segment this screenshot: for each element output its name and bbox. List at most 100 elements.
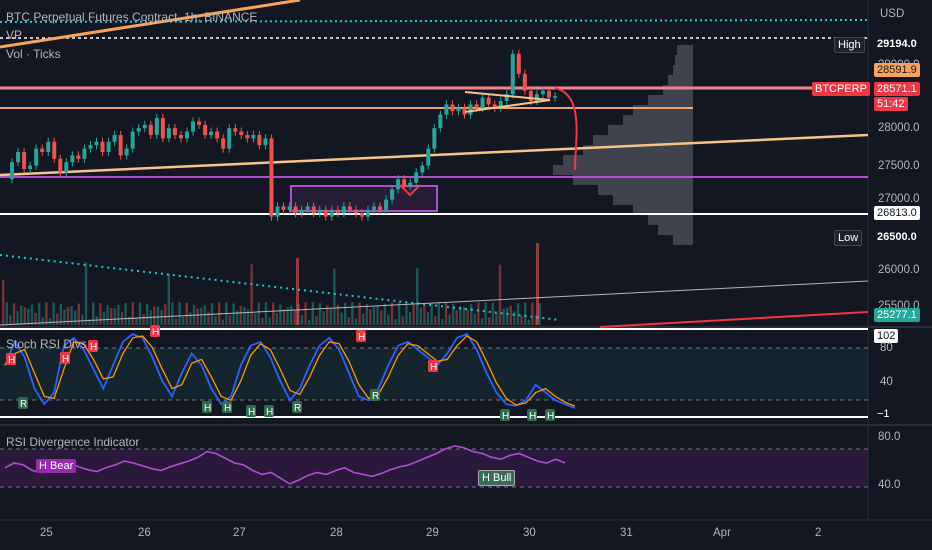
candle-body (94, 141, 99, 146)
vp-legend[interactable]: VP (6, 28, 23, 42)
low-label: Low (834, 230, 863, 246)
candle-body (408, 182, 413, 186)
volume-bar (333, 268, 336, 325)
volume-bar (102, 311, 106, 325)
volume-bar (268, 317, 271, 325)
candle-body (64, 162, 69, 173)
volume-bar (326, 305, 329, 325)
rsi-line (4, 445, 566, 485)
volume-bar (228, 314, 232, 325)
candle-body (516, 53, 521, 74)
volume-bar (178, 302, 181, 325)
volume-bar (315, 315, 318, 325)
h-bull-badge-text: H (248, 407, 255, 418)
h-bull-badge (292, 401, 302, 413)
high-value: 29194.0 (874, 37, 920, 51)
stoch-tick: 80 (880, 342, 893, 354)
volume-bar (351, 302, 354, 325)
volume-legend[interactable]: Vol · Ticks (6, 47, 61, 61)
trend-line (0, 0, 301, 49)
volume-bar (536, 243, 539, 325)
symbol-tag: BTCPERP (812, 82, 870, 96)
volume-bar (516, 303, 520, 325)
volume-bar (502, 308, 505, 325)
candle-body (378, 206, 383, 210)
time-label: 30 (523, 527, 536, 539)
h-bull-badge-text: H (529, 411, 536, 422)
volume-bar (66, 306, 70, 325)
candle-body (215, 131, 220, 139)
candle-body (462, 107, 467, 115)
time-label: 27 (233, 527, 246, 539)
stoch-bottom-tag: −1 (874, 407, 893, 421)
candle-body (293, 206, 298, 214)
volume-bar (308, 319, 311, 325)
candle-body (184, 131, 189, 139)
h-bear-badge-text: H (90, 342, 97, 353)
volume-bar (254, 313, 257, 325)
price-tick: 27500.0 (878, 160, 920, 172)
volume-bar (164, 303, 167, 325)
volume-bar (484, 302, 487, 325)
volume-bar (81, 314, 84, 325)
volume-bar (246, 309, 250, 325)
volume-bar (369, 309, 372, 325)
trend-line (599, 311, 869, 328)
volume-bar (477, 302, 480, 325)
rsi-div-title[interactable]: RSI Divergence Indicator (6, 435, 140, 449)
volume-profile-bar (648, 95, 693, 105)
candle-body (372, 206, 377, 210)
volume-bar (250, 264, 253, 325)
volume-profile-bar (583, 145, 693, 155)
volume-bar (394, 319, 397, 325)
stoch-title[interactable]: Stoch RSI Divs (6, 337, 87, 351)
h-bear-badge (150, 325, 160, 337)
candle-body (341, 206, 346, 214)
candle-body (118, 135, 123, 156)
candle-body (154, 118, 159, 135)
volume-bar (372, 306, 376, 325)
h-bear-badge-text: H (8, 355, 15, 366)
volume-bar (329, 307, 332, 325)
candle-body (40, 148, 45, 152)
time-label: 25 (40, 527, 53, 539)
volume-bar (9, 315, 12, 325)
h-bull-badge (222, 401, 232, 413)
volume-bar (455, 310, 458, 325)
volume-profile-bar (593, 135, 693, 145)
h-bear-badge-text: H (152, 327, 159, 338)
volume-bar (84, 262, 88, 325)
volume-bar (365, 304, 368, 325)
stoch-k-line (4, 332, 576, 409)
volume-bar (106, 305, 109, 325)
candle-body (287, 206, 292, 210)
volume-bar (473, 313, 476, 325)
candle-body (136, 128, 141, 132)
candle-body (553, 96, 557, 98)
h-bull-badge-text: H (204, 403, 211, 414)
h-bear-badge (88, 340, 98, 352)
volume-bar (423, 305, 426, 325)
volume-bar (344, 302, 347, 325)
volume-bar (2, 280, 5, 325)
volume-bar (131, 302, 134, 325)
candle-body (251, 135, 256, 139)
candle-body (504, 94, 509, 101)
volume-profile-bar (613, 195, 693, 205)
symbol-legend[interactable]: BTC Perpetual Futures Contract, 1h, BINA… (6, 10, 258, 24)
last-price: 28571.1 (874, 82, 920, 96)
volume-bar (452, 303, 455, 325)
volume-bar (207, 311, 210, 325)
volume-bar (322, 311, 325, 325)
candle-body (227, 128, 232, 149)
h-bull-badge (264, 405, 274, 417)
candle-body (112, 135, 117, 142)
volume-bar (264, 302, 268, 325)
candle-body (335, 209, 340, 214)
volume-bar (174, 318, 178, 325)
volume-bar (30, 304, 34, 325)
candle-body (486, 97, 491, 105)
candle-body (142, 124, 147, 129)
candle-body (46, 141, 51, 152)
